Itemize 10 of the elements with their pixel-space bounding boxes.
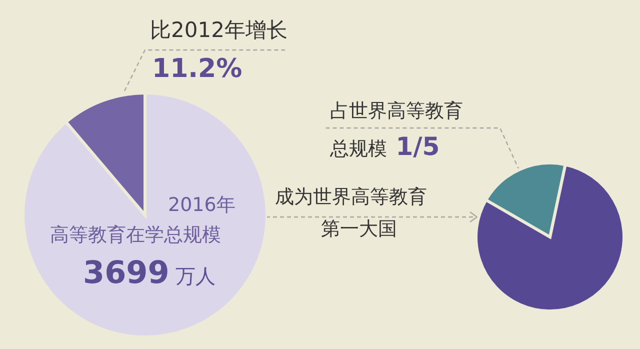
pie-slice <box>23 93 267 337</box>
text: 比2012年增长 <box>150 18 288 42</box>
text: 第一大国 <box>321 218 397 240</box>
text: 高等教育在学总规模 <box>50 224 221 246</box>
text: 3699 万人 <box>83 255 216 291</box>
text: 2016年 <box>168 194 236 216</box>
data-label: 11.2% <box>152 54 242 84</box>
text: 成为世界高等教育 <box>275 186 427 208</box>
text: 占世界高等教育 <box>330 100 463 122</box>
text: 总规模 1/5 <box>330 132 440 161</box>
